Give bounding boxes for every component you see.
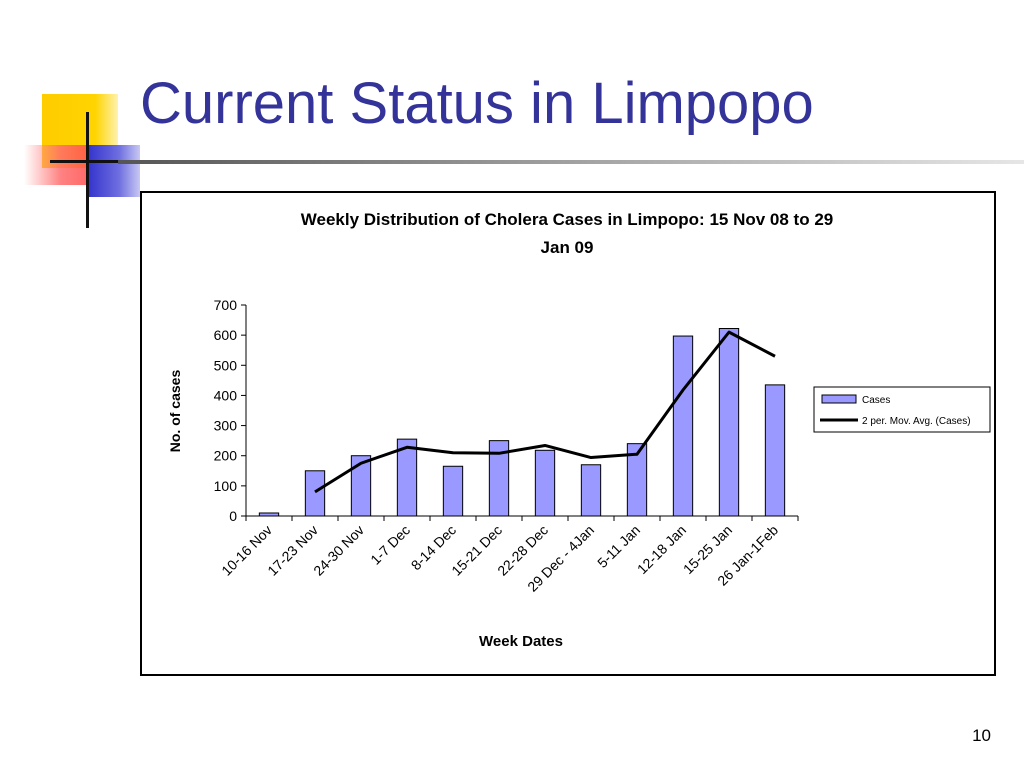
x-tick-label: 24-30 Nov xyxy=(310,522,367,579)
slide-number: 10 xyxy=(972,726,991,745)
y-tick-label: 200 xyxy=(214,448,238,464)
bar xyxy=(764,384,786,517)
chart-title-line-1: Weekly Distribution of Cholera Cases in … xyxy=(301,210,833,229)
y-tick-label: 0 xyxy=(229,508,237,524)
bar xyxy=(442,465,464,517)
slide-title: Current Status in Limpopo xyxy=(140,71,814,136)
bar xyxy=(580,464,602,517)
y-tick-label: 400 xyxy=(214,387,238,403)
bar xyxy=(350,455,372,517)
x-tick-label: 1-7 Dec xyxy=(367,522,413,568)
legend-swatch-cases xyxy=(821,394,857,404)
y-tick-label: 300 xyxy=(214,418,238,434)
x-axis-label: Week Dates xyxy=(479,633,563,650)
y-tick-label: 100 xyxy=(214,478,238,494)
title-underline xyxy=(118,160,1024,164)
legend-label-moving-average: 2 per. Mov. Avg. (Cases) xyxy=(862,416,971,427)
decor-horizontal-line xyxy=(50,160,120,163)
bar xyxy=(304,470,326,517)
bar xyxy=(258,512,280,517)
bar xyxy=(488,440,510,517)
x-tick-label: 12-18 Jan xyxy=(634,522,689,577)
chart-frame xyxy=(140,191,996,676)
y-tick-label: 600 xyxy=(214,327,238,343)
bar xyxy=(672,335,694,517)
bar xyxy=(626,443,648,517)
y-tick-label: 700 xyxy=(214,297,238,313)
bar xyxy=(396,438,418,517)
y-tick-label: 500 xyxy=(214,357,238,373)
bar xyxy=(534,449,556,517)
decor-vertical-line xyxy=(86,112,89,228)
bar xyxy=(718,328,740,517)
chart-title-line-2: Jan 09 xyxy=(541,238,594,257)
legend: Cases 2 per. Mov. Avg. (Cases) xyxy=(813,386,991,433)
chart: Weekly Distribution of Cholera Cases in … xyxy=(167,210,991,650)
y-axis-label: No. of cases xyxy=(167,370,183,453)
legend-label-cases: Cases xyxy=(862,395,890,406)
decor-blue-square xyxy=(88,145,140,197)
